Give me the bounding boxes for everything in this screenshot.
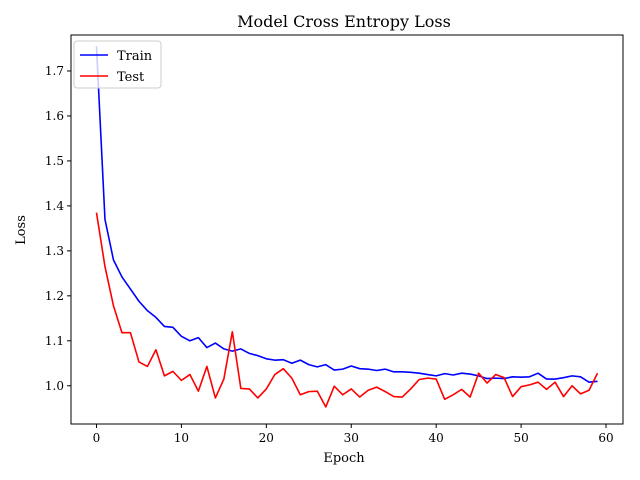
x-tick-label: 30 [344, 431, 359, 445]
y-axis-label: Loss [14, 215, 29, 245]
y-tick-label: 1.3 [45, 244, 64, 258]
axis-ticks: 0 10 20 30 40 50 60 1.0 1.1 1.2 1.3 1.4 1.5 1.6 1.7 [45, 64, 614, 445]
x-tick-label: 50 [513, 431, 528, 445]
legend: Train Test [73, 40, 162, 89]
axes-frame [70, 34, 624, 425]
x-tick-label: 40 [429, 431, 444, 445]
legend-label-train: Train [117, 49, 153, 64]
x-tick-label: 0 [93, 431, 101, 445]
y-tick-label: 1.0 [45, 379, 64, 393]
y-tick-label: 1.4 [45, 199, 64, 213]
chart-title: Model Cross Entropy Loss [237, 12, 451, 31]
plot-area [95, 46, 599, 408]
y-tick-label: 1.7 [45, 64, 64, 78]
x-axis-label: Epoch [323, 451, 365, 466]
y-tick-label: 1.2 [45, 289, 64, 303]
series-line-test [95, 212, 599, 408]
x-tick-label: 60 [598, 431, 613, 445]
y-tick-label: 1.6 [45, 109, 64, 123]
legend-label-test: Test [117, 70, 145, 85]
y-tick-label: 1.5 [45, 154, 64, 168]
x-tick-label: 10 [174, 431, 189, 445]
x-tick-label: 20 [259, 431, 274, 445]
y-tick-label: 1.1 [45, 334, 64, 348]
series-line-train [95, 46, 598, 383]
